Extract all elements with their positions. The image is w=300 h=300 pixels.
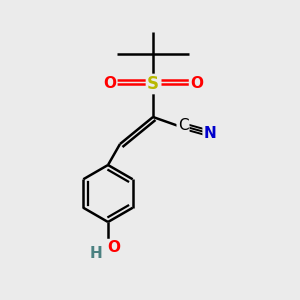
Text: N: N <box>204 126 216 141</box>
Text: S: S <box>147 75 159 93</box>
Text: O: O <box>103 76 116 92</box>
Text: H: H <box>90 246 102 261</box>
Text: O: O <box>107 240 120 255</box>
Text: C: C <box>178 118 188 134</box>
Text: O: O <box>190 76 203 92</box>
